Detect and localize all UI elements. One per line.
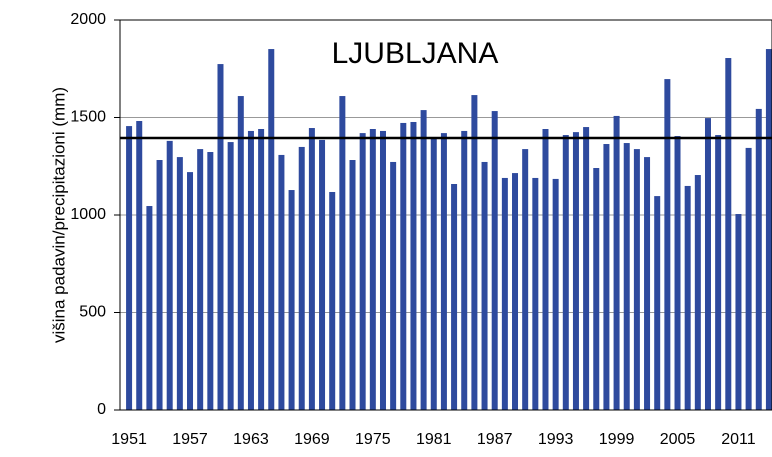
bar: [552, 178, 559, 410]
bar: [501, 177, 508, 410]
bar: [664, 79, 671, 411]
bar: [187, 172, 194, 410]
y-tick-label: 500: [79, 304, 106, 321]
bar: [390, 161, 397, 410]
x-tick-label: 1999: [599, 431, 635, 448]
bar: [339, 96, 346, 411]
bar: [461, 130, 468, 410]
chart-title: LJUBLJANA: [332, 37, 499, 70]
bar: [237, 96, 244, 411]
bar: [126, 126, 133, 410]
bar: [684, 185, 691, 410]
y-tick-label: 1000: [70, 206, 106, 223]
bar: [715, 135, 722, 411]
bar: [674, 136, 681, 410]
y-tick-label: 0: [97, 401, 106, 418]
bar: [481, 161, 488, 410]
bar: [694, 175, 701, 410]
bar: [349, 160, 356, 410]
x-tick-label: 1951: [111, 431, 147, 448]
bar: [268, 49, 275, 411]
bar: [156, 160, 163, 410]
x-tick-label: 2005: [660, 431, 696, 448]
bar: [420, 110, 427, 410]
bar: [308, 128, 315, 410]
bar: [755, 108, 762, 411]
bar: [369, 129, 376, 410]
bar: [430, 137, 437, 410]
bar: [593, 168, 600, 410]
bar: [319, 139, 326, 411]
bar: [329, 191, 336, 410]
bar: [176, 157, 183, 410]
bar: [258, 129, 265, 410]
bar: [644, 157, 651, 410]
bar: [471, 95, 478, 410]
bar: [603, 144, 610, 410]
bar: [217, 64, 224, 410]
bar: [440, 133, 447, 410]
bar: [379, 130, 386, 410]
bar: [542, 129, 549, 410]
bar: [278, 154, 285, 410]
bar: [491, 111, 498, 410]
bar: [633, 149, 640, 410]
bar: [572, 132, 579, 410]
x-tick-label: 1987: [477, 431, 513, 448]
bar: [166, 140, 173, 410]
bar: [359, 133, 366, 410]
bar: [522, 149, 529, 410]
bar: [288, 190, 295, 410]
bar: [247, 130, 254, 410]
bar: [298, 146, 305, 410]
bar: [623, 143, 630, 411]
bar: [532, 177, 539, 410]
x-tick-label: 1969: [294, 431, 330, 448]
bar: [136, 121, 143, 410]
x-tick-label: 1975: [355, 431, 391, 448]
x-tick-label: 1981: [416, 431, 452, 448]
bar: [735, 214, 742, 410]
bar: [410, 121, 417, 411]
bar: [227, 142, 234, 410]
bar: [654, 196, 661, 410]
bar: [400, 122, 407, 411]
bar: [512, 173, 519, 410]
x-tick-label: 1957: [172, 431, 208, 448]
x-tick-label: 2011: [721, 431, 756, 448]
x-tick-label: 1963: [233, 431, 269, 448]
plot-frame: [119, 19, 772, 411]
bar: [562, 135, 569, 411]
bar: [725, 58, 732, 411]
bar: [146, 206, 153, 410]
bar: [197, 149, 204, 410]
bar: [704, 118, 711, 411]
y-tick-label: 2000: [70, 11, 106, 28]
bar: [583, 127, 590, 411]
y-tick-label: 1500: [70, 109, 106, 126]
bar: [745, 147, 752, 411]
x-tick-label: 1993: [538, 431, 574, 448]
bar: [765, 49, 772, 411]
bar: [451, 183, 458, 410]
bar: [207, 152, 214, 410]
y-axis-label: višina padavin/precipitazioni (mm): [49, 87, 68, 343]
bar: [613, 115, 620, 410]
